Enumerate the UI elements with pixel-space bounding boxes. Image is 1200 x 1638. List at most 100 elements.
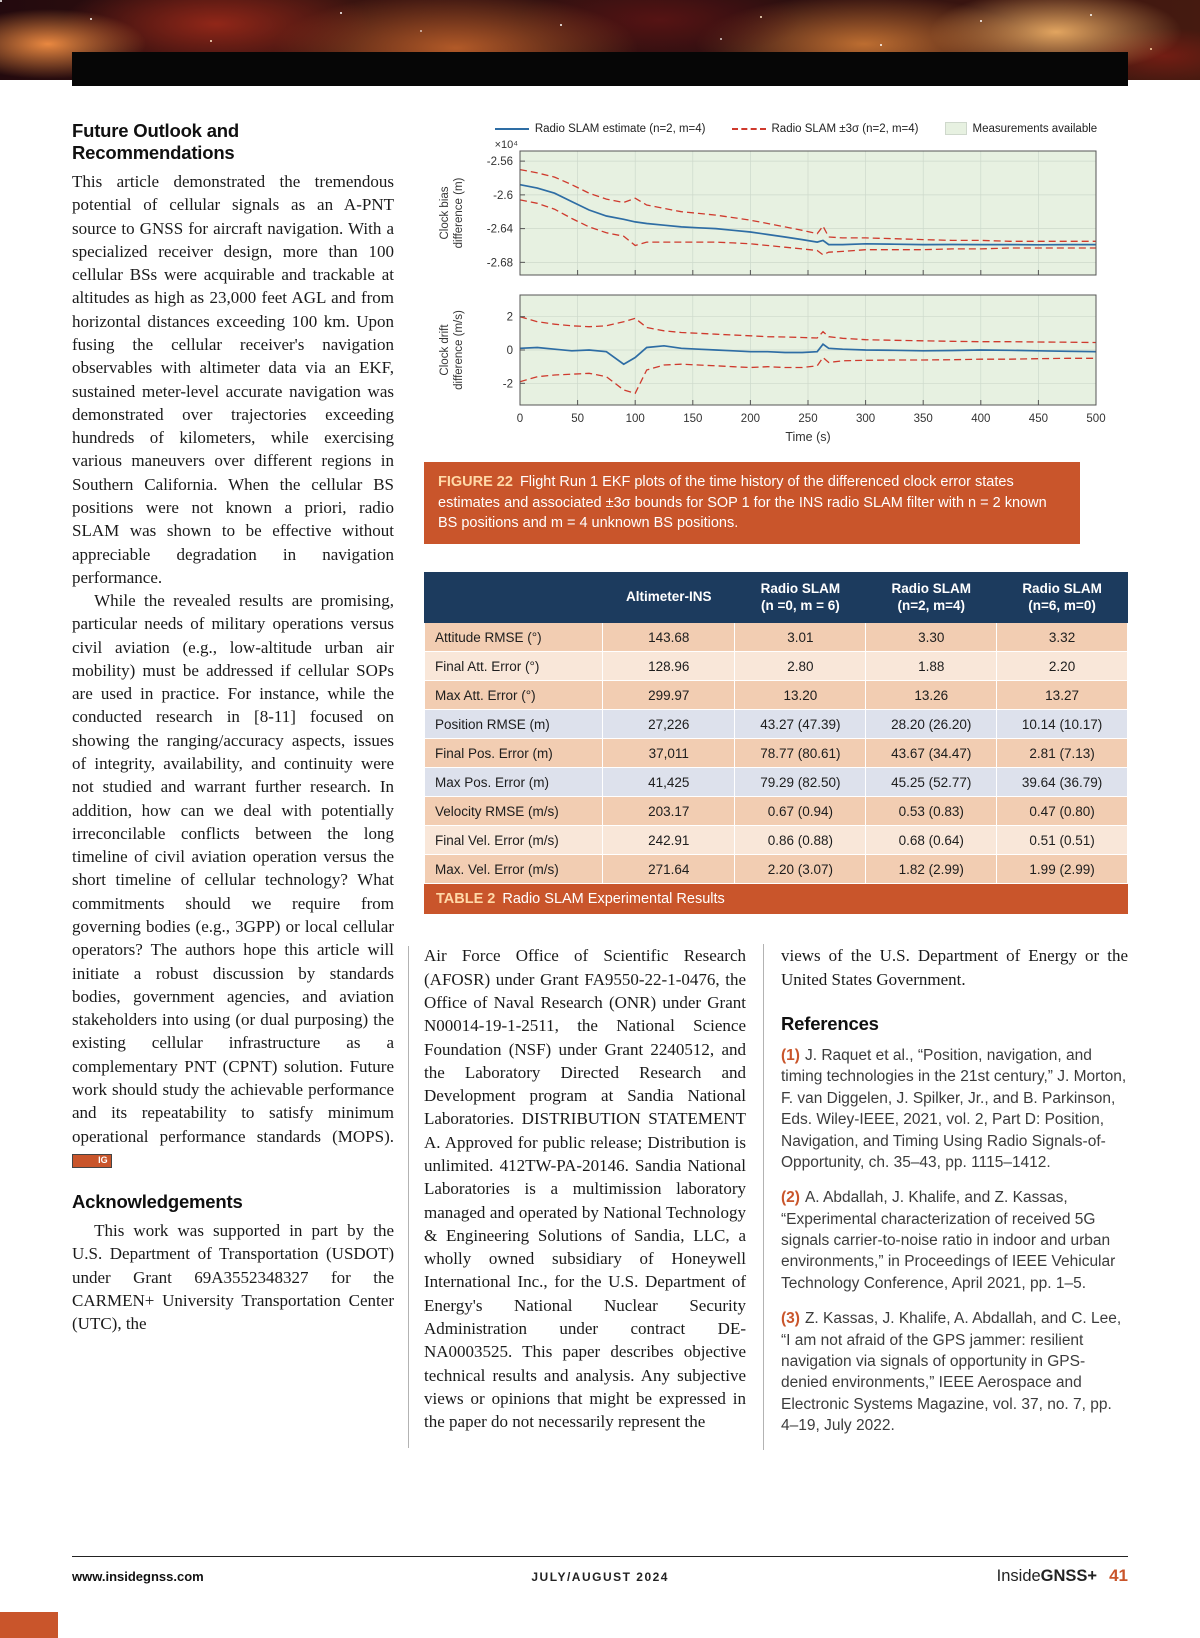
- table-cell: 39.64 (36.79): [996, 767, 1128, 798]
- table-column-header: Radio SLAM (n=6, m=0): [996, 571, 1128, 624]
- bottom-columns: Air Force Office of Scientific Research …: [408, 944, 1128, 1451]
- footer-website-link[interactable]: www.insidegnss.com: [72, 1569, 204, 1584]
- table-cell: 79.29 (82.50): [734, 767, 867, 798]
- svg-text:difference (m): difference (m): [453, 177, 465, 248]
- svg-text:-2.68: -2.68: [487, 257, 513, 269]
- table-cell: 0.47 (0.80): [996, 796, 1128, 827]
- figure-caption: FIGURE 22 Flight Run 1 EKF plots of the t…: [424, 462, 1080, 544]
- table-row: Max. Vel. Error (m/s) 271.64 2.20 (3.07) 1.…: [424, 854, 1128, 885]
- svg-text:400: 400: [971, 413, 990, 425]
- acknowledgements-paragraph-left: This work was supported in part by the U…: [72, 1221, 394, 1334]
- table-cell: 1.99 (2.99): [996, 854, 1128, 885]
- table-row: Max Pos. Error (m) 41,425 79.29 (82.50) 45.…: [424, 767, 1128, 798]
- page-footer: www.insidegnss.com JULY/AUGUST 2024 Insi…: [72, 1556, 1128, 1586]
- table-row: Final Att. Error (°) 128.96 2.80 1.88 2.20: [424, 651, 1128, 682]
- figure-22-block: Radio SLAM estimate (n=2, m=4) Radio SLAM…: [424, 122, 1128, 544]
- table-cell: 0.68 (0.64): [865, 825, 998, 856]
- svg-text:Clock drift: Clock drift: [439, 324, 451, 376]
- reference-item: (1) J. Raquet et al., “Position, navigati…: [781, 1047, 1127, 1171]
- end-of-article-ig-mark: IG: [72, 1153, 112, 1168]
- middle-text-column: Air Force Office of Scientific Research …: [424, 944, 746, 1450]
- legend-item: Radio SLAM estimate (n=2, m=4): [494, 123, 706, 135]
- table-row: Final Vel. Error (m/s) 242.91 0.86 (0.88) 0…: [424, 825, 1128, 856]
- figure-plots-host: -2.56 -2.6 -2.64 -2.68 Clock bias difference …: [424, 137, 1128, 454]
- row-label: Velocity RMSE (m/s): [424, 796, 603, 827]
- table-2-block: Altimeter-INS Radio SLAM (n =0, m = 6) Radi…: [424, 571, 1128, 915]
- svg-text:450: 450: [1029, 413, 1048, 425]
- footer-issue-date: JULY/AUGUST 2024: [531, 1570, 669, 1584]
- page-content: Future Outlook and Recommendations This …: [0, 80, 1200, 1451]
- svg-text:300: 300: [856, 413, 875, 425]
- table-cell: 143.68: [601, 622, 736, 653]
- svg-text:50: 50: [571, 413, 584, 425]
- section-heading-future-outlook: Future Outlook and Recommendations: [72, 120, 240, 163]
- table-cell: 0.86 (0.88): [734, 825, 867, 856]
- outlook-paragraph-2: While the revealed results are promising…: [72, 589, 394, 1171]
- acknowledgements-paragraph-middle: Air Force Office of Scientific Research …: [424, 946, 746, 1432]
- table-cell: 13.27: [996, 680, 1128, 711]
- svg-text:150: 150: [683, 413, 702, 425]
- svg-text:200: 200: [741, 413, 760, 425]
- row-label: Final Pos. Error (m): [424, 738, 603, 769]
- legend-item: Measurements available: [944, 122, 1097, 135]
- reference-item: (2) A. Abdallah, J. Khalife, and Z. Kassa…: [781, 1189, 1116, 1292]
- svg-text:-2.64: -2.64: [487, 224, 514, 236]
- table-header-row: Altimeter-INS Radio SLAM (n =0, m = 6) Radi…: [424, 571, 1128, 624]
- table-column-header: Radio SLAM (n =0, m = 6): [734, 571, 867, 624]
- legend-dash-swatch: [731, 127, 766, 130]
- svg-text:0: 0: [517, 413, 523, 425]
- svg-text:2: 2: [507, 312, 513, 324]
- svg-text:100: 100: [626, 413, 645, 425]
- table-column-header: Radio SLAM (n=2, m=4): [865, 571, 998, 624]
- table-cell: 13.20: [734, 680, 867, 711]
- figure-legend: Radio SLAM estimate (n=2, m=4) Radio SLAM…: [464, 122, 1128, 135]
- table-cell: 2.80: [734, 651, 867, 682]
- row-label: Max Pos. Error (m): [424, 767, 603, 798]
- reference-item: (3) Z. Kassas, J. Khalife, A. Abdallah, a…: [781, 1310, 1122, 1435]
- legend-item: Radio SLAM ±3σ (n=2, m=4): [731, 123, 919, 135]
- svg-text:-2: -2: [503, 378, 513, 390]
- row-label: Final Vel. Error (m/s): [424, 825, 603, 856]
- radio-slam-results-table: Altimeter-INS Radio SLAM (n =0, m = 6) Radi…: [424, 571, 1128, 885]
- table-cell: 37,011: [601, 738, 736, 769]
- table-cell: 203.17: [601, 796, 736, 827]
- table-cell: 3.30: [865, 622, 998, 653]
- table-column-header: [424, 571, 603, 624]
- table-cell: 2.81 (7.13): [996, 738, 1128, 769]
- table-cell: 28.20 (26.20): [865, 709, 998, 740]
- row-label: Max. Vel. Error (m/s): [424, 854, 603, 885]
- table-caption-label: TABLE 2: [436, 891, 496, 908]
- table-cell: 43.27 (47.39): [734, 709, 867, 740]
- row-label: Position RMSE (m): [424, 709, 603, 740]
- header-black-bar: [72, 52, 1128, 86]
- svg-text:×10⁴: ×10⁴: [495, 139, 519, 151]
- table-cell: 27,226: [601, 709, 736, 740]
- table-row: Attitude RMSE (°) 143.68 3.01 3.30 3.32: [424, 622, 1128, 653]
- table-cell: 43.67 (34.47): [865, 738, 998, 769]
- table-cell: 41,425: [601, 767, 736, 798]
- row-label: Max Att. Error (°): [424, 680, 603, 711]
- acknowledgements-paragraph-right: views of the U.S. Department of Energy o…: [781, 946, 1128, 989]
- legend-line-swatch: [494, 127, 529, 130]
- table-cell: 242.91: [601, 825, 736, 856]
- svg-text:Clock bias: Clock bias: [439, 186, 451, 239]
- svg-text:0: 0: [507, 345, 513, 357]
- reference-number: (2): [781, 1189, 800, 1207]
- figure-caption-label: FIGURE 22: [438, 474, 513, 490]
- svg-text:-2.6: -2.6: [493, 190, 513, 202]
- table-row: Velocity RMSE (m/s) 203.17 0.67 (0.94) 0.53…: [424, 796, 1128, 827]
- page-number: 41: [1109, 1566, 1128, 1585]
- corner-accent-bar: [0, 1612, 58, 1638]
- svg-text:500: 500: [1086, 413, 1105, 425]
- svg-text:difference (m/s): difference (m/s): [453, 310, 465, 390]
- table-cell: 13.26: [865, 680, 998, 711]
- reference-number: (3): [781, 1310, 800, 1328]
- table-cell: 78.77 (80.61): [734, 738, 867, 769]
- reference-number: (1): [781, 1047, 800, 1065]
- table-caption: TABLE 2 Radio SLAM Experimental Results: [424, 884, 1128, 915]
- section-heading-references: References: [781, 1013, 879, 1035]
- table-column-header: Altimeter-INS: [601, 571, 736, 624]
- row-label: Attitude RMSE (°): [424, 622, 603, 653]
- table-cell: 0.67 (0.94): [734, 796, 867, 827]
